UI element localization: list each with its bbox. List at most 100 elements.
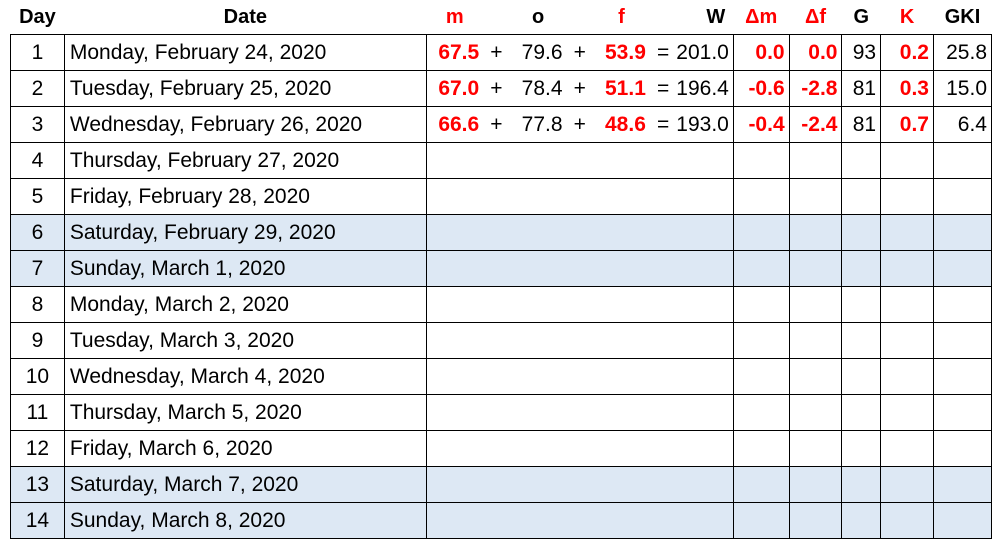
cell-date[interactable]: Friday, February 28, 2020 — [63, 178, 427, 215]
cell-plus[interactable] — [566, 502, 593, 539]
cell-date[interactable]: Wednesday, February 26, 2020 — [63, 106, 427, 143]
cell-plus[interactable] — [566, 358, 593, 395]
cell-date[interactable]: Tuesday, February 25, 2020 — [63, 70, 427, 107]
cell-delta-f[interactable] — [788, 322, 843, 359]
cell-g[interactable] — [841, 430, 882, 467]
cell-gki[interactable] — [932, 250, 993, 287]
cell-plus[interactable] — [566, 466, 593, 503]
cell-w[interactable]: 196.4 — [676, 70, 734, 107]
cell-w[interactable] — [676, 430, 734, 467]
cell-equals[interactable] — [649, 466, 677, 503]
cell-delta-f[interactable] — [788, 142, 843, 179]
cell-g[interactable]: 81 — [841, 106, 882, 143]
cell-g[interactable]: 81 — [841, 70, 882, 107]
cell-f[interactable] — [592, 322, 650, 359]
cell-k[interactable] — [880, 394, 934, 431]
cell-day[interactable]: 7 — [10, 250, 65, 287]
cell-w[interactable] — [676, 214, 734, 251]
cell-delta-f[interactable] — [788, 358, 843, 395]
cell-f[interactable] — [592, 178, 650, 215]
cell-o[interactable] — [509, 286, 567, 323]
cell-equals[interactable] — [649, 142, 677, 179]
cell-delta-f[interactable] — [788, 214, 843, 251]
cell-gki[interactable] — [932, 466, 993, 503]
cell-date[interactable]: Thursday, March 5, 2020 — [63, 394, 427, 431]
cell-delta-m[interactable] — [732, 250, 790, 287]
cell-day[interactable]: 1 — [10, 34, 65, 71]
cell-w[interactable] — [676, 358, 734, 395]
cell-plus[interactable]: + — [566, 106, 593, 143]
cell-f[interactable] — [592, 250, 650, 287]
cell-day[interactable]: 11 — [10, 394, 65, 431]
cell-f[interactable] — [592, 286, 650, 323]
cell-o[interactable] — [509, 394, 567, 431]
cell-gki[interactable] — [932, 322, 993, 359]
cell-w[interactable] — [676, 466, 734, 503]
cell-o[interactable]: 78.4 — [509, 70, 567, 107]
cell-w[interactable] — [676, 286, 734, 323]
cell-w[interactable] — [676, 394, 734, 431]
cell-equals[interactable]: = — [649, 34, 677, 71]
cell-gki[interactable]: 25.8 — [932, 34, 993, 71]
cell-k[interactable] — [880, 214, 934, 251]
cell-o[interactable] — [509, 178, 567, 215]
cell-k[interactable]: 0.3 — [880, 70, 934, 107]
cell-delta-m[interactable]: 0.0 — [732, 34, 790, 71]
cell-plus[interactable] — [566, 322, 593, 359]
cell-gki[interactable]: 6.4 — [932, 106, 993, 143]
cell-g[interactable] — [841, 502, 882, 539]
cell-day[interactable]: 4 — [10, 142, 65, 179]
cell-g[interactable] — [841, 358, 882, 395]
cell-w[interactable] — [676, 178, 734, 215]
cell-delta-f[interactable] — [788, 250, 843, 287]
cell-g[interactable] — [841, 214, 882, 251]
cell-k[interactable] — [880, 466, 934, 503]
cell-o[interactable]: 79.6 — [509, 34, 567, 71]
cell-date[interactable]: Sunday, March 8, 2020 — [63, 502, 427, 539]
cell-w[interactable]: 201.0 — [676, 34, 734, 71]
cell-plus[interactable] — [566, 178, 593, 215]
cell-equals[interactable] — [649, 358, 677, 395]
cell-m[interactable] — [425, 178, 484, 215]
cell-date[interactable]: Friday, March 6, 2020 — [63, 430, 427, 467]
cell-o[interactable] — [509, 142, 567, 179]
cell-o[interactable] — [509, 358, 567, 395]
cell-day[interactable]: 12 — [10, 430, 65, 467]
cell-plus[interactable] — [566, 430, 593, 467]
cell-delta-m[interactable] — [732, 358, 790, 395]
cell-plus[interactable]: + — [483, 106, 510, 143]
cell-k[interactable] — [880, 142, 934, 179]
cell-date[interactable]: Tuesday, March 3, 2020 — [63, 322, 427, 359]
cell-g[interactable] — [841, 394, 882, 431]
cell-o[interactable] — [509, 466, 567, 503]
cell-k[interactable]: 0.7 — [880, 106, 934, 143]
cell-date[interactable]: Thursday, February 27, 2020 — [63, 142, 427, 179]
cell-w[interactable] — [676, 322, 734, 359]
cell-f[interactable] — [592, 142, 650, 179]
cell-delta-f[interactable] — [788, 430, 843, 467]
cell-day[interactable]: 8 — [10, 286, 65, 323]
cell-date[interactable]: Saturday, February 29, 2020 — [63, 214, 427, 251]
cell-m[interactable] — [425, 250, 484, 287]
cell-m[interactable] — [425, 142, 484, 179]
cell-g[interactable] — [841, 178, 882, 215]
cell-equals[interactable]: = — [649, 106, 677, 143]
cell-equals[interactable] — [649, 322, 677, 359]
cell-gki[interactable] — [932, 430, 993, 467]
cell-plus[interactable] — [483, 358, 510, 395]
cell-plus[interactable]: + — [566, 70, 593, 107]
cell-gki[interactable]: 15.0 — [932, 70, 993, 107]
cell-g[interactable] — [841, 286, 882, 323]
cell-m[interactable] — [425, 430, 484, 467]
cell-delta-m[interactable]: -0.4 — [732, 106, 790, 143]
cell-f[interactable] — [592, 358, 650, 395]
cell-plus[interactable]: + — [483, 70, 510, 107]
cell-o[interactable] — [509, 430, 567, 467]
cell-o[interactable] — [509, 214, 567, 251]
cell-plus[interactable] — [483, 142, 510, 179]
cell-gki[interactable] — [932, 358, 993, 395]
cell-delta-m[interactable] — [732, 394, 790, 431]
cell-m[interactable]: 66.6 — [425, 106, 484, 143]
cell-day[interactable]: 10 — [10, 358, 65, 395]
cell-f[interactable]: 53.9 — [592, 34, 650, 71]
